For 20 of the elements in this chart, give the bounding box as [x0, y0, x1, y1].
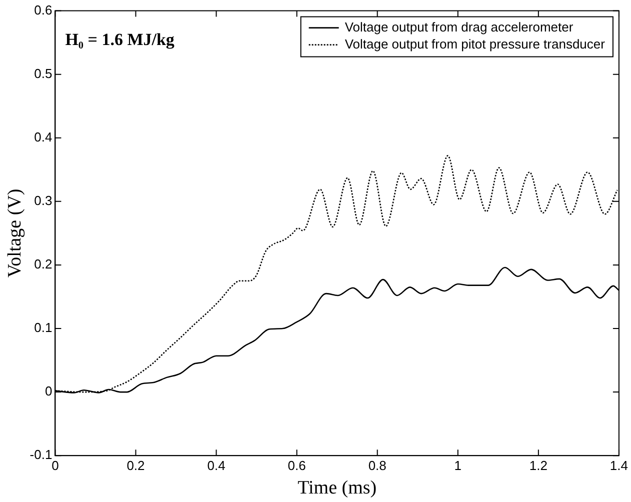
y-tick-label: 0.5 — [34, 66, 52, 81]
y-tick-label: 0.6 — [34, 2, 52, 18]
legend-label: Voltage output from pitot pressure transducer — [344, 36, 606, 52]
y-tick-label: 0.2 — [34, 256, 52, 272]
legend-label: Voltage output from drag accelerometer — [344, 19, 574, 34]
y-tick-label: 0.3 — [34, 193, 52, 208]
x-tick-label: 0.6 — [288, 458, 306, 473]
x-tick-label: 0.2 — [126, 458, 145, 473]
x-axis-title: Time (ms) — [298, 478, 377, 499]
y-tick-label: 0.1 — [34, 320, 52, 336]
x-tick-label: 0.8 — [368, 458, 386, 473]
y-tick-label: 0 — [44, 384, 52, 399]
y-axis-title: Voltage (V) — [4, 188, 26, 278]
x-tick-label: 0.4 — [207, 458, 226, 473]
x-tick-label: 1.4 — [610, 458, 628, 473]
y-tick-label: 0.4 — [34, 129, 52, 144]
annotation: H₀ = 1.6 MJ/kg — [65, 30, 175, 50]
x-tick-label: 1.2 — [529, 458, 548, 473]
x-tick-label: 1 — [454, 458, 462, 473]
y-tick-label: -0.1 — [30, 447, 52, 462]
